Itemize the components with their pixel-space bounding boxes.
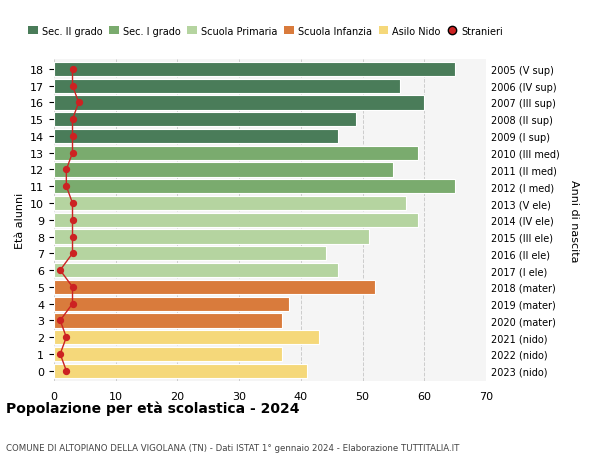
Bar <box>54 62 455 77</box>
Point <box>62 183 71 190</box>
Point <box>62 167 71 174</box>
Y-axis label: Età alunni: Età alunni <box>14 192 25 248</box>
Point <box>55 351 65 358</box>
Point <box>68 217 77 224</box>
Legend: Sec. II grado, Sec. I grado, Scuola Primaria, Scuola Infanzia, Asilo Nido, Stran: Sec. II grado, Sec. I grado, Scuola Prim… <box>25 23 506 40</box>
Bar <box>54 129 338 144</box>
Bar <box>54 297 289 311</box>
Point <box>62 334 71 341</box>
Text: Popolazione per età scolastica - 2024: Popolazione per età scolastica - 2024 <box>6 401 299 415</box>
Bar <box>54 230 369 244</box>
Point <box>68 116 77 123</box>
Bar <box>54 113 356 127</box>
Point <box>68 150 77 157</box>
Bar <box>54 263 338 278</box>
Point <box>68 200 77 207</box>
Bar <box>54 364 307 378</box>
Text: COMUNE DI ALTOPIANO DELLA VIGOLANA (TN) - Dati ISTAT 1° gennaio 2024 - Elaborazi: COMUNE DI ALTOPIANO DELLA VIGOLANA (TN) … <box>6 443 460 452</box>
Point <box>68 284 77 291</box>
Bar <box>54 196 406 211</box>
Point <box>68 83 77 90</box>
Bar <box>54 347 283 361</box>
Bar <box>54 313 283 328</box>
Bar <box>54 79 400 94</box>
Point <box>62 367 71 375</box>
Point <box>68 133 77 140</box>
Bar <box>54 180 455 194</box>
Bar <box>54 146 418 161</box>
Point <box>74 100 83 107</box>
Y-axis label: Anni di nascita: Anni di nascita <box>569 179 579 262</box>
Point <box>68 250 77 257</box>
Bar <box>54 163 394 177</box>
Bar <box>54 96 424 110</box>
Point <box>55 267 65 274</box>
Point <box>55 317 65 325</box>
Point <box>68 66 77 73</box>
Bar <box>54 213 418 227</box>
Bar <box>54 246 326 261</box>
Point <box>68 233 77 241</box>
Point <box>68 300 77 308</box>
Bar <box>54 330 319 345</box>
Bar <box>54 280 375 294</box>
